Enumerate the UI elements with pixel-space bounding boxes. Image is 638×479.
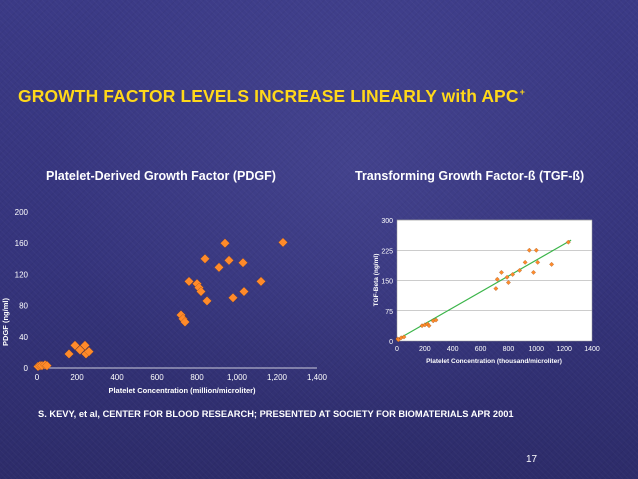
pdgf-data-points (33, 237, 288, 372)
data-point (549, 261, 555, 267)
x-tick-label: 1,400 (307, 373, 328, 382)
data-point (395, 337, 401, 343)
x-tick-label: 1400 (584, 346, 600, 353)
data-point (278, 237, 288, 248)
pdgf-y-axis-title: PDGF (ng/ml) (1, 298, 10, 346)
data-point (401, 334, 407, 340)
x-tick-label: 1200 (556, 346, 572, 353)
data-point (526, 247, 532, 253)
tgf-chart-title: Transforming Growth Factor-ß (TGF-ß) (355, 169, 585, 183)
y-tick-label: 150 (381, 279, 393, 286)
data-point (42, 360, 52, 371)
data-point (228, 292, 238, 303)
data-point (493, 286, 499, 292)
data-point (256, 276, 266, 287)
tgf-trendline (396, 239, 572, 341)
data-point (517, 267, 523, 273)
x-tick-label: 1,000 (227, 373, 248, 382)
y-tick-label: 75 (385, 309, 393, 316)
data-point (202, 296, 212, 306)
data-point (224, 255, 234, 266)
y-tick-label: 225 (381, 248, 393, 255)
data-point (214, 262, 224, 273)
tgf-scatter-chart: 0 200 400 600 800 1000 1200 1400 0 75 150 225 300 R²… (373, 218, 600, 365)
citation: S. KEVY, et al, CENTER FOR BLOOD RESEARC… (38, 409, 514, 419)
tgf-x-axis-title: Platelet Concentration (thousand/microli… (426, 358, 562, 365)
data-point (64, 349, 74, 359)
pdgf-x-axis-title: Platelet Concentration (million/microlit… (108, 386, 256, 395)
y-tick-label: 200 (15, 208, 29, 217)
x-tick-label: 1,200 (267, 373, 288, 382)
y-tick-label: 80 (19, 302, 28, 311)
x-tick-label: 600 (150, 373, 164, 382)
data-point (531, 269, 536, 275)
data-point (494, 276, 500, 282)
data-point (565, 239, 571, 245)
data-point (239, 286, 249, 297)
data-point (535, 259, 541, 265)
tgf-data-points (395, 239, 571, 343)
y-tick-label: 160 (15, 239, 29, 248)
x-tick-label: 600 (475, 346, 487, 353)
data-point (533, 247, 539, 253)
y-tick-label: 300 (381, 218, 393, 225)
x-tick-label: 800 (190, 373, 204, 382)
y-tick-label: 120 (15, 270, 29, 279)
data-point (220, 238, 230, 249)
tgf-gridlines (397, 219, 592, 311)
x-tick-label: 0 (35, 373, 40, 382)
data-point (184, 276, 194, 287)
x-tick-label: 1000 (528, 346, 544, 353)
tgf-y-axis-title: TGF-Beta (ng/ml) (373, 254, 380, 307)
pdgf-scatter-chart: 0 200 400 600 800 1,000 1,200 1,400 0 40 80 120 160 2… (1, 208, 328, 395)
data-point (84, 346, 94, 357)
data-point (426, 323, 432, 329)
data-point (510, 271, 516, 277)
data-point (196, 286, 206, 297)
data-point (505, 280, 511, 285)
tgf-tick-labels: 0 200 400 600 800 1000 1200 1400 0 75 150 225 300 (381, 218, 600, 353)
data-point (522, 259, 528, 265)
pdgf-tick-labels: 0 200 400 600 800 1,000 1,200 1,400 0 40 80 120 160 2… (15, 208, 328, 382)
x-tick-label: 0 (395, 346, 399, 353)
x-tick-label: 400 (110, 373, 124, 382)
x-tick-label: 200 (419, 346, 431, 353)
y-tick-label: 0 (24, 364, 29, 373)
data-point (80, 340, 90, 351)
data-point (504, 274, 510, 280)
data-point (70, 340, 80, 351)
x-tick-label: 800 (503, 346, 515, 353)
data-point (433, 317, 439, 323)
data-point (498, 269, 504, 275)
data-point (238, 257, 248, 268)
pdgf-chart-title: Platelet-Derived Growth Factor (PDGF) (46, 169, 276, 183)
data-point (200, 253, 210, 264)
tgf-r-squared-annotation: R² = 0.9815 (413, 227, 450, 234)
x-tick-label: 200 (70, 373, 84, 382)
y-tick-label: 0 (389, 339, 393, 346)
y-tick-label: 40 (19, 333, 28, 342)
data-point (180, 317, 190, 327)
page-number: 17 (526, 454, 538, 465)
x-tick-label: 400 (447, 346, 459, 353)
data-point (75, 345, 85, 355)
slide-title: GROWTH FACTOR LEVELS INCREASE LINEARLY w… (18, 86, 525, 106)
title-superscript: + (519, 87, 525, 97)
